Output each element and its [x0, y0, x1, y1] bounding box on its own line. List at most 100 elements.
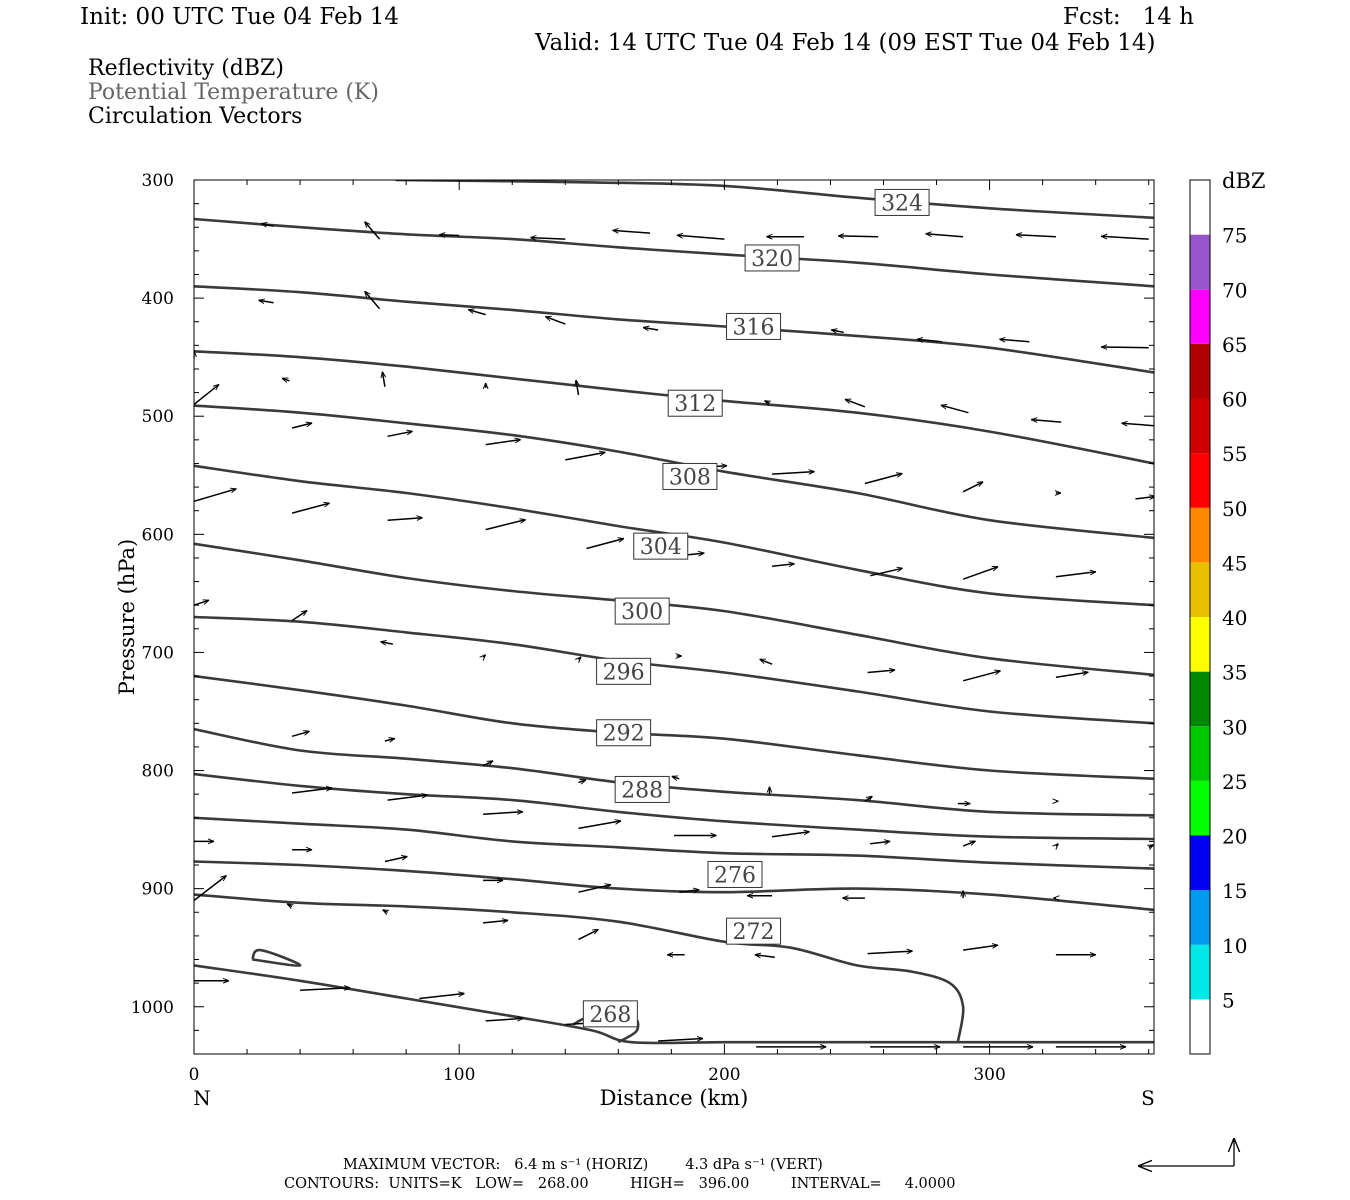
colorbar-segment [1190, 234, 1210, 290]
colorbar-segment [1190, 944, 1210, 1000]
circulation-vector [387, 795, 428, 801]
x-end-label-left: N [193, 1086, 211, 1110]
colorbar-level-label: 10 [1222, 934, 1247, 958]
contour-324 [395, 180, 1154, 220]
circulation-vector [384, 739, 395, 742]
colorbar-segment [1190, 343, 1210, 399]
colorbar-level-label: 45 [1222, 551, 1247, 575]
circulation-vector [387, 518, 423, 521]
circulation-vector [292, 788, 332, 794]
colorbar-level-label: 15 [1222, 879, 1247, 903]
circulation-vector [941, 405, 969, 414]
contour-label: 268 [589, 1003, 631, 1028]
circulation-vector [831, 330, 844, 333]
colorbar-segment [1190, 562, 1210, 617]
circulation-vector [291, 503, 330, 514]
circulation-vector [1149, 844, 1154, 848]
circulation-vector [530, 238, 566, 240]
x-tick-label: 200 [708, 1065, 740, 1085]
init-time: Init: 00 UTC Tue 04 Feb 14 [80, 4, 400, 30]
footer-contours: CONTOURS: UNITS=K LOW= 268.00 HIGH= 396.… [284, 1176, 956, 1192]
circulation-vector [917, 339, 942, 342]
x-tick-label: 300 [973, 1065, 1005, 1085]
contour-label-box [582, 1000, 638, 1028]
x-axis-label: Distance (km) [600, 1086, 749, 1110]
circulation-vector [485, 440, 521, 446]
plot-frame [193, 179, 1155, 1055]
y-tick-label: 900 [142, 880, 174, 900]
colorbar-level-label: 55 [1222, 442, 1247, 466]
circulation-vector [387, 431, 413, 438]
contour-closed [251, 948, 302, 967]
circulation-vector [383, 909, 388, 913]
circulation-vector [483, 920, 508, 923]
circulation-vector [1031, 420, 1062, 423]
colorbar-segment [1190, 180, 1210, 235]
colorbar-level-label: 50 [1222, 497, 1247, 521]
colorbar-segment [1190, 835, 1210, 891]
contour-label-box [662, 462, 718, 490]
circulation-vector [483, 655, 486, 658]
circulation-vector [1135, 496, 1154, 499]
contour-label: 324 [881, 191, 923, 216]
circulation-vector [1055, 572, 1096, 578]
circulation-vector [658, 1039, 703, 1042]
circulation-vector [870, 568, 903, 577]
circulation-vector [194, 489, 237, 503]
colorbar-level-label: 40 [1222, 606, 1247, 630]
contour-316 [194, 285, 1154, 374]
circulation-vector [1016, 235, 1056, 237]
colorbar-level-label: 25 [1222, 770, 1247, 794]
circulation-vector [679, 890, 699, 893]
circulation-vector [1122, 423, 1154, 426]
circulation-vector [672, 776, 680, 779]
circulation-vector [419, 994, 464, 1000]
circulation-vector [867, 951, 913, 955]
circulation-vector [926, 234, 964, 238]
colorbar-level-label: 20 [1222, 825, 1247, 849]
colorbar-segment [1190, 507, 1210, 563]
circulation-vector [291, 611, 307, 622]
contour-labels: 324 320 316 312 308 304 300 296 292 288 276 272 268 [582, 188, 930, 1028]
colorbar-level-label: 60 [1222, 388, 1247, 412]
colorbar-frame [1189, 179, 1211, 1055]
contour-label: 300 [621, 600, 663, 625]
contour-label: 276 [714, 863, 756, 888]
circulation-vector [962, 945, 998, 951]
contour-284 [194, 772, 1154, 841]
circulation-vector [578, 928, 599, 941]
axes: 300 400 500 600 700 800 900 1000 0 100 200 300 [131, 171, 1154, 1085]
circulation-vector [365, 222, 381, 240]
circulation-vector [483, 812, 523, 815]
y-tick-label: 400 [142, 289, 174, 309]
circulation-vector [760, 658, 773, 665]
colorbar-segment [1190, 398, 1210, 454]
circulation-vector [1055, 672, 1089, 678]
x-tick-label: 100 [443, 1065, 475, 1085]
circulation-vector [870, 841, 890, 844]
reference-vector-icon [1138, 1138, 1234, 1166]
circulation-vector [576, 380, 579, 396]
circulation-vector [291, 731, 310, 738]
circulation-vector [772, 564, 795, 567]
circulation-vector [962, 481, 983, 493]
colorbar-segment [1190, 671, 1210, 727]
circulation-vector [1056, 844, 1059, 847]
footer-max-vector: MAXIMUM VECTOR: 6.4 m s⁻¹ (HORIZ) 4.3 dP… [343, 1157, 823, 1173]
circulation-vector [382, 372, 385, 387]
colorbar-segment [1190, 780, 1210, 836]
colorbar-level-label: 35 [1222, 661, 1247, 685]
circulation-vector [578, 885, 612, 893]
contour-label: 308 [669, 465, 711, 490]
contour-label: 312 [674, 392, 716, 417]
circulation-vector [439, 235, 460, 236]
contour-label-box [614, 775, 670, 803]
contour-label-box [667, 389, 723, 417]
contour-268 [194, 964, 1154, 1045]
circulation-vector [864, 796, 873, 802]
colorbar-title: dBZ [1222, 169, 1265, 193]
contour-label: 304 [640, 535, 682, 560]
colorbar-segment [1190, 890, 1210, 945]
legend-reflectivity: Reflectivity (dBZ) [88, 56, 284, 81]
contour-label: 292 [603, 722, 645, 747]
